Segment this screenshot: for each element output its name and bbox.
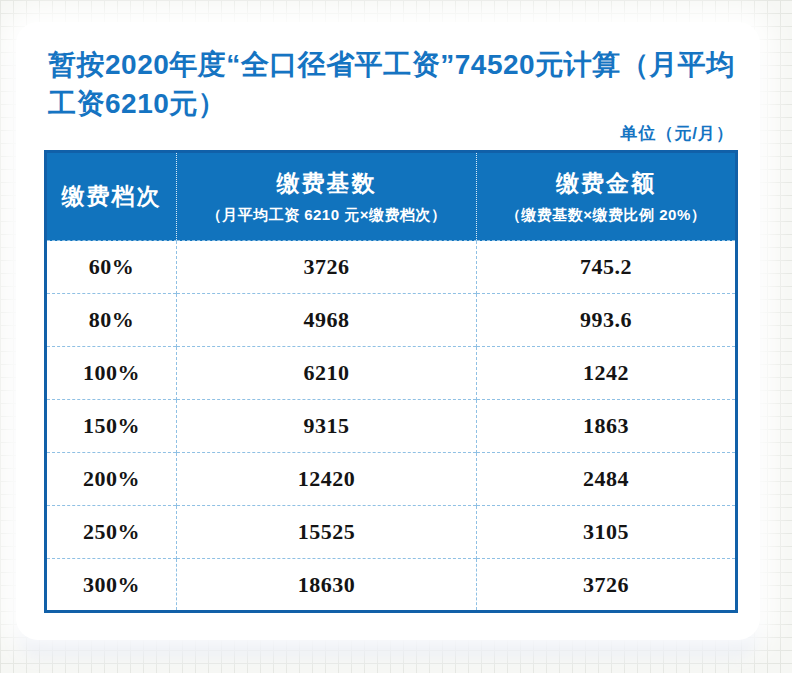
cell-base: 15525	[177, 506, 477, 559]
cell-amount: 3105	[477, 506, 737, 559]
cell-tier: 60%	[46, 241, 177, 294]
col-header-base: 缴费基数 （月平均工资 6210 元×缴费档次）	[177, 152, 477, 241]
table-row: 150% 9315 1863	[46, 400, 737, 453]
cell-base: 18630	[177, 559, 477, 612]
table-row: 300% 18630 3726	[46, 559, 737, 612]
cell-tier: 250%	[46, 506, 177, 559]
table-row: 250% 15525 3105	[46, 506, 737, 559]
cell-base: 6210	[177, 347, 477, 400]
table-row: 200% 12420 2484	[46, 453, 737, 506]
cell-amount: 1863	[477, 400, 737, 453]
col-header-tier-label: 缴费档次	[47, 181, 176, 212]
cell-base: 12420	[177, 453, 477, 506]
page-title: 暂按2020年度“全口径省平工资”74520元计算（月平均工资6210元）	[48, 46, 740, 123]
cell-tier: 200%	[46, 453, 177, 506]
unit-label: 单位（元/月）	[620, 122, 734, 145]
cell-amount: 993.6	[477, 294, 737, 347]
col-header-amount-sublabel: （缴费基数×缴费比例 20%）	[477, 206, 735, 225]
content-card: 暂按2020年度“全口径省平工资”74520元计算（月平均工资6210元） 单位…	[16, 22, 760, 640]
cell-amount: 745.2	[477, 241, 737, 294]
cell-base: 9315	[177, 400, 477, 453]
cell-tier: 150%	[46, 400, 177, 453]
cell-base: 3726	[177, 241, 477, 294]
cell-tier: 100%	[46, 347, 177, 400]
table-row: 80% 4968 993.6	[46, 294, 737, 347]
table-header-row: 缴费档次 缴费基数 （月平均工资 6210 元×缴费档次） 缴费金额 （缴费基数…	[46, 152, 737, 241]
table-row: 100% 6210 1242	[46, 347, 737, 400]
cell-base: 4968	[177, 294, 477, 347]
col-header-base-sublabel: （月平均工资 6210 元×缴费档次）	[177, 206, 476, 225]
cell-tier: 300%	[46, 559, 177, 612]
table-row: 60% 3726 745.2	[46, 241, 737, 294]
page-background: 暂按2020年度“全口径省平工资”74520元计算（月平均工资6210元） 单位…	[0, 0, 792, 673]
contribution-table: 缴费档次 缴费基数 （月平均工资 6210 元×缴费档次） 缴费金额 （缴费基数…	[44, 150, 738, 613]
col-header-tier: 缴费档次	[46, 152, 177, 241]
cell-amount: 2484	[477, 453, 737, 506]
col-header-amount: 缴费金额 （缴费基数×缴费比例 20%）	[477, 152, 737, 241]
col-header-base-label: 缴费基数	[177, 168, 476, 199]
col-header-amount-label: 缴费金额	[477, 168, 735, 199]
cell-tier: 80%	[46, 294, 177, 347]
cell-amount: 3726	[477, 559, 737, 612]
cell-amount: 1242	[477, 347, 737, 400]
